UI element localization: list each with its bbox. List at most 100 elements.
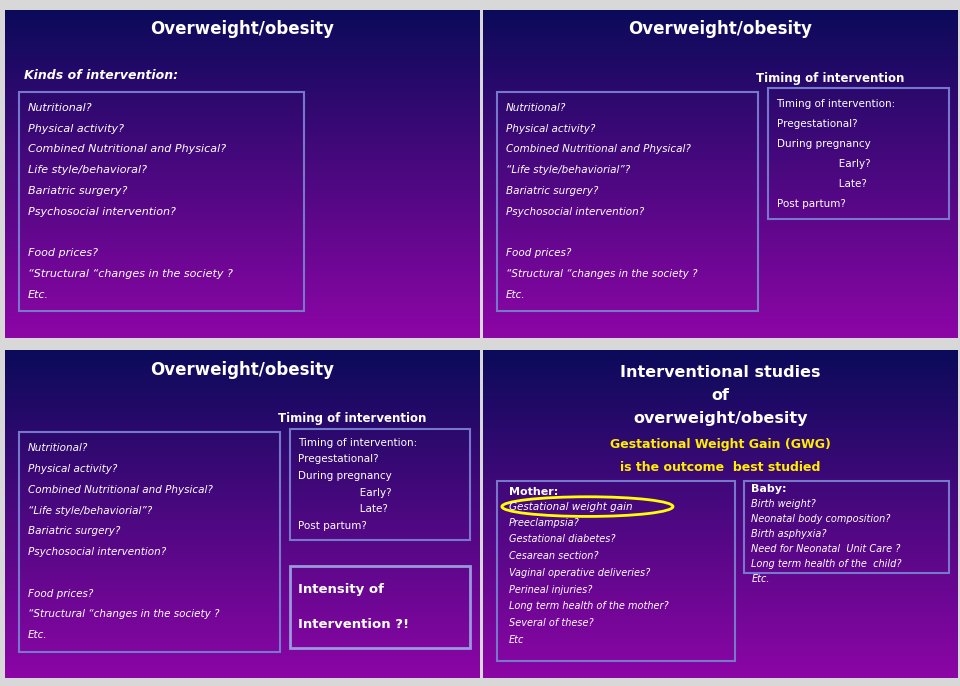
Bar bbox=[483, 375, 958, 376]
Bar bbox=[483, 584, 958, 586]
Bar bbox=[5, 265, 480, 267]
Bar bbox=[483, 468, 958, 469]
Bar bbox=[5, 543, 480, 545]
Bar bbox=[5, 576, 480, 578]
Bar bbox=[483, 648, 958, 650]
Text: Perineal injuries?: Perineal injuries? bbox=[509, 584, 592, 595]
Text: Timing of intervention:: Timing of intervention: bbox=[777, 99, 896, 109]
Bar bbox=[5, 650, 480, 652]
Text: Etc.: Etc. bbox=[752, 574, 770, 584]
Bar bbox=[483, 670, 958, 671]
Bar bbox=[5, 355, 480, 357]
Bar bbox=[483, 652, 958, 653]
Bar bbox=[5, 90, 480, 92]
Bar bbox=[5, 471, 480, 473]
Bar bbox=[483, 250, 958, 252]
Bar bbox=[5, 103, 480, 105]
Bar bbox=[483, 31, 958, 32]
Bar bbox=[5, 655, 480, 657]
Bar bbox=[483, 434, 958, 435]
Bar bbox=[5, 86, 480, 88]
Bar bbox=[5, 643, 480, 645]
Bar bbox=[5, 131, 480, 132]
Bar bbox=[483, 632, 958, 633]
Bar bbox=[483, 430, 958, 432]
Bar bbox=[5, 469, 480, 471]
Text: Food prices?: Food prices? bbox=[506, 248, 571, 259]
Bar bbox=[5, 624, 480, 626]
Bar bbox=[5, 665, 480, 666]
Bar bbox=[483, 285, 958, 287]
Bar bbox=[483, 460, 958, 462]
Bar bbox=[483, 180, 958, 182]
Bar bbox=[483, 606, 958, 607]
Bar bbox=[5, 440, 480, 442]
Bar bbox=[5, 307, 480, 308]
Bar bbox=[5, 269, 480, 270]
Bar bbox=[483, 458, 958, 460]
Bar bbox=[5, 239, 480, 241]
Bar bbox=[483, 129, 958, 131]
Bar bbox=[483, 383, 958, 384]
Text: Nutritional?: Nutritional? bbox=[506, 103, 566, 113]
Bar bbox=[483, 185, 958, 187]
Bar bbox=[5, 396, 480, 397]
Bar bbox=[5, 375, 480, 376]
Bar bbox=[5, 105, 480, 106]
Bar bbox=[483, 27, 958, 29]
Bar bbox=[5, 409, 480, 410]
Bar bbox=[5, 158, 480, 161]
Bar bbox=[5, 64, 480, 65]
Text: Birth asphyxia?: Birth asphyxia? bbox=[752, 529, 827, 539]
Bar bbox=[5, 529, 480, 530]
Bar bbox=[5, 93, 480, 95]
Text: Bariatric surgery?: Bariatric surgery? bbox=[28, 526, 120, 536]
Bar bbox=[483, 450, 958, 451]
Bar bbox=[5, 250, 480, 252]
Bar bbox=[5, 285, 480, 287]
Bar bbox=[5, 115, 480, 116]
Bar bbox=[483, 248, 958, 249]
Bar bbox=[5, 44, 480, 46]
Bar bbox=[483, 69, 958, 70]
Text: Long term health of the mother?: Long term health of the mother? bbox=[509, 602, 669, 611]
Bar bbox=[5, 187, 480, 189]
Bar bbox=[5, 118, 480, 119]
Text: Gestational diabetes?: Gestational diabetes? bbox=[509, 534, 615, 545]
Bar bbox=[5, 542, 480, 543]
Bar bbox=[483, 32, 958, 34]
Bar bbox=[483, 633, 958, 635]
Bar bbox=[5, 534, 480, 535]
Text: “Life style/behaviorial”?: “Life style/behaviorial”? bbox=[506, 165, 630, 175]
Bar bbox=[5, 51, 480, 52]
Bar bbox=[483, 509, 958, 510]
Bar bbox=[483, 637, 958, 639]
Bar bbox=[483, 154, 958, 156]
Bar bbox=[483, 506, 958, 507]
Bar bbox=[483, 384, 958, 386]
Bar bbox=[5, 609, 480, 611]
Bar bbox=[5, 586, 480, 588]
Bar bbox=[483, 397, 958, 399]
Text: Preeclampsia?: Preeclampsia? bbox=[509, 518, 580, 528]
Bar bbox=[483, 21, 958, 23]
Bar bbox=[5, 652, 480, 653]
Bar bbox=[5, 72, 480, 73]
Bar bbox=[483, 77, 958, 78]
Bar bbox=[5, 604, 480, 606]
Bar bbox=[5, 116, 480, 118]
Text: “Structural “changes in the society ?: “Structural “changes in the society ? bbox=[28, 269, 232, 279]
Bar bbox=[483, 106, 958, 108]
Bar bbox=[483, 246, 958, 248]
Bar bbox=[5, 639, 480, 640]
Text: Mother:: Mother: bbox=[509, 486, 559, 497]
Bar bbox=[5, 165, 480, 167]
Bar bbox=[5, 627, 480, 628]
Bar bbox=[5, 288, 480, 290]
Bar bbox=[5, 318, 480, 320]
Bar bbox=[483, 131, 958, 132]
Bar bbox=[5, 358, 480, 359]
Bar bbox=[5, 384, 480, 386]
Bar bbox=[5, 550, 480, 552]
Bar bbox=[483, 475, 958, 476]
